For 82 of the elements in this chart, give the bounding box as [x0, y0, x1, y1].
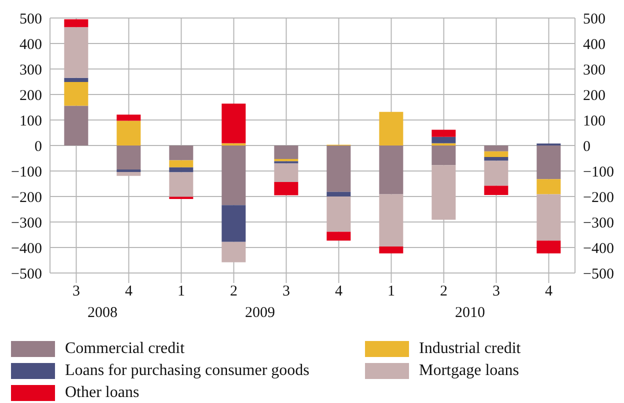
bar [432, 165, 456, 220]
bar [536, 240, 561, 254]
bar [222, 104, 246, 144]
bar [379, 146, 404, 194]
bar [169, 146, 194, 160]
bar [116, 120, 141, 146]
x-tick-label: 4 [335, 284, 343, 300]
bar [432, 146, 456, 166]
x-tick-label: 1 [178, 284, 185, 300]
y-tick-label: 400 [20, 36, 42, 53]
bar [326, 192, 351, 196]
y2-tick-label: 400 [583, 36, 606, 53]
bar [169, 172, 194, 197]
bar [536, 194, 561, 241]
bar [64, 78, 88, 82]
bar [536, 179, 561, 194]
bar [222, 242, 246, 262]
x-tick-label: 4 [545, 284, 553, 300]
x-tick-label: 3 [282, 284, 290, 300]
bar [379, 194, 404, 246]
y2-tick-label: 200 [583, 88, 606, 104]
y2-tick-label: 100 [583, 113, 606, 130]
x-tick-label: 2 [440, 284, 448, 300]
bar [484, 146, 508, 152]
legend-label: Loans for purchasing consumer goods [65, 362, 310, 380]
bar [169, 167, 194, 172]
y2-tick-label: −100 [583, 164, 614, 180]
y-tick-label: −500 [11, 266, 42, 282]
y2-tick-label: −500 [583, 266, 614, 282]
bar [116, 114, 141, 121]
x-tick-label: 4 [125, 284, 133, 300]
bar [116, 172, 141, 176]
text: 2008 [86, 305, 118, 322]
bar [222, 146, 246, 206]
x-tick-label: 3 [492, 284, 500, 300]
y-tick-label: 500 [20, 11, 42, 28]
y-tick-label: −400 [11, 240, 42, 257]
y2-tick-label: 500 [583, 11, 606, 28]
bar [484, 151, 508, 157]
x-tick-label: 3 [72, 284, 80, 300]
bar [326, 196, 351, 232]
bar [116, 169, 141, 172]
bar [64, 82, 88, 106]
bar [379, 112, 404, 146]
y2-tick-label: −400 [583, 240, 614, 257]
legend-label: Mortgage loans [419, 362, 519, 380]
bar [536, 146, 561, 180]
bar [484, 186, 508, 195]
bar [379, 246, 404, 254]
bar [274, 182, 298, 196]
bar [274, 163, 298, 182]
bar [64, 27, 88, 78]
y-tick-label: 200 [20, 88, 42, 104]
bar [222, 205, 246, 242]
y2-tick-label: −200 [583, 190, 614, 206]
text: 2009 [244, 305, 276, 322]
bar [326, 232, 351, 241]
y-tick-label: 100 [20, 113, 42, 130]
y-tick-label: −300 [11, 215, 42, 232]
x-tick-label: 2 [230, 284, 238, 300]
bar [432, 130, 456, 137]
bar [274, 146, 298, 160]
bar [64, 106, 88, 146]
bar [326, 146, 351, 192]
y2-tick-label: 0 [583, 138, 590, 155]
legend-label: Commercial credit [65, 340, 185, 358]
bar [169, 160, 194, 168]
bar [432, 136, 456, 144]
x-tick-label: 1 [388, 284, 395, 300]
y2-tick-label: 300 [583, 62, 606, 78]
y2-tick-label: −300 [583, 215, 614, 232]
y-tick-label: 0 [34, 138, 42, 155]
bar [116, 146, 141, 170]
y-tick-label: 300 [20, 62, 42, 78]
legend-label: Other loans [65, 384, 140, 402]
text: 2010 [454, 305, 486, 322]
bar [64, 19, 88, 28]
y-tick-label: −200 [11, 190, 42, 206]
bar [484, 156, 508, 161]
y-tick-label: −100 [11, 164, 42, 180]
bar [484, 160, 508, 186]
legend-label: Industrial credit [419, 340, 521, 358]
